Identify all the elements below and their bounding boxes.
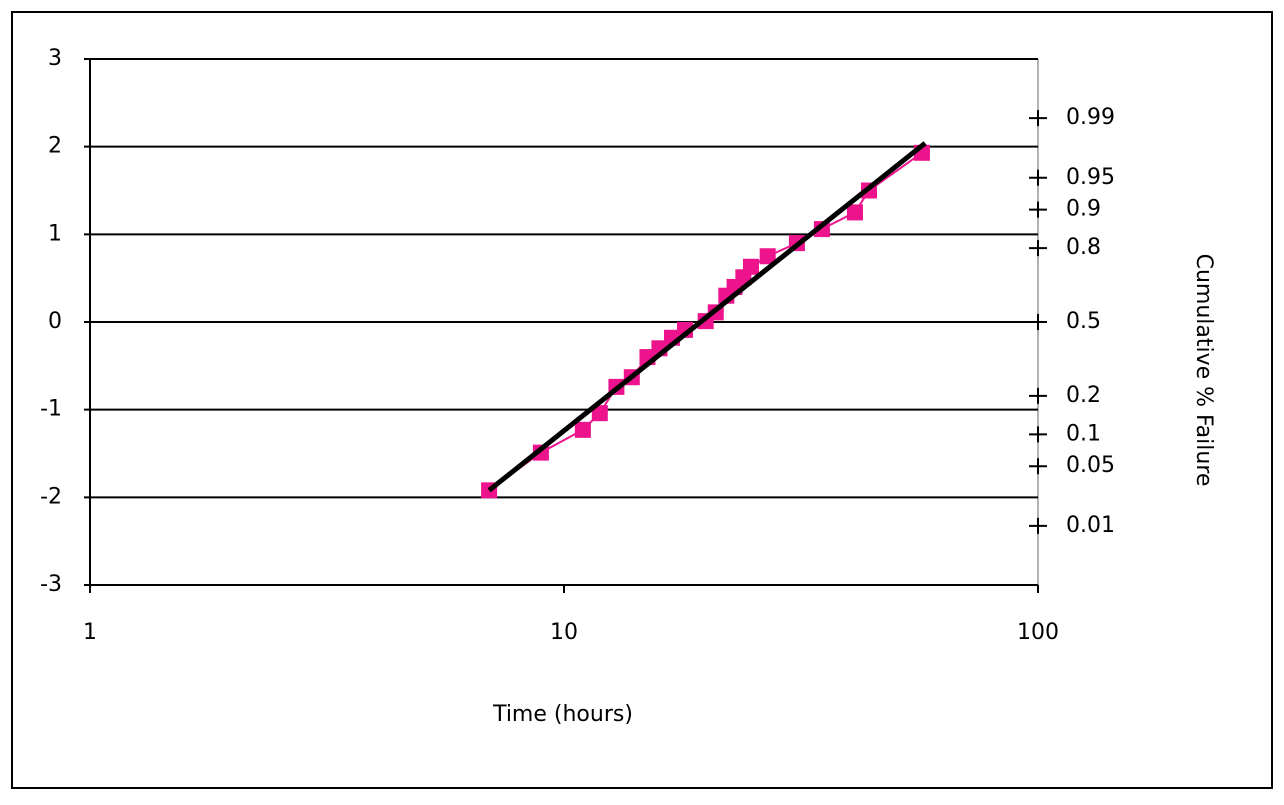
y-tick-label: -1 (40, 397, 62, 422)
marker (574, 421, 591, 438)
y-tick-label: -3 (40, 572, 62, 597)
y2-tick-label: 0.8 (1066, 235, 1101, 260)
y-tick-label: 3 (48, 46, 62, 71)
marker (591, 405, 608, 422)
x-tick-label: 100 (1017, 620, 1059, 645)
y2-tick (1029, 201, 1047, 218)
y2-tick (1029, 314, 1047, 330)
x-axis-label: Time (hours) (492, 702, 633, 727)
y2-tick-label: 0.99 (1066, 105, 1115, 130)
y2-tick-label: 0.9 (1066, 197, 1101, 222)
fit-line (487, 141, 927, 493)
y2-tick (1029, 387, 1047, 404)
marker (846, 204, 863, 221)
x-tick-label: 10 (550, 620, 578, 645)
marker (759, 248, 776, 265)
marker (742, 258, 759, 275)
y2-tick-label: 0.95 (1066, 165, 1115, 190)
y2-tick-label: 0.5 (1066, 309, 1101, 334)
y2-tick (1029, 110, 1047, 127)
y2-tick (1029, 169, 1047, 186)
x-tick-label: 1 (83, 620, 97, 645)
y2-tick (1029, 240, 1047, 257)
y2-tick (1029, 426, 1047, 443)
y-tick-label: 1 (48, 221, 62, 246)
y2-tick-label: 0.1 (1066, 421, 1101, 446)
y2-tick-label: 0.01 (1066, 513, 1115, 538)
y2-tick (1029, 517, 1047, 534)
y-tick-label: 0 (48, 309, 62, 334)
frame (11, 11, 1273, 789)
y2-tick-label: 0.05 (1066, 453, 1115, 478)
y-tick-label: 2 (48, 134, 62, 159)
y2-tick (1029, 458, 1047, 475)
y2-axis-label: Cumulative % Failure (1191, 254, 1216, 487)
y2-tick-label: 0.2 (1066, 383, 1101, 408)
y-tick-label: -2 (40, 484, 62, 509)
